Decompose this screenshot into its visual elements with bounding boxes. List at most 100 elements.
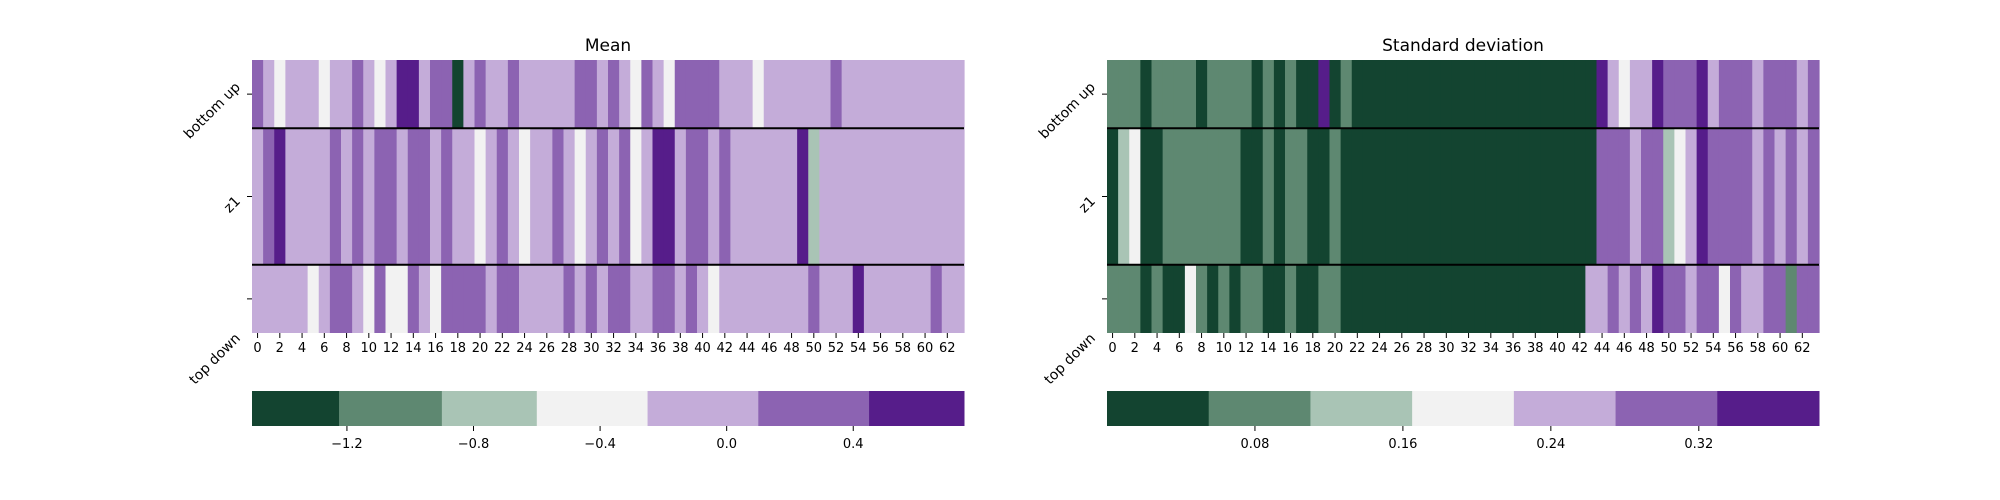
std-cell bbox=[1741, 264, 1753, 333]
std-cell bbox=[1173, 128, 1186, 265]
std-cell bbox=[1273, 264, 1286, 333]
mean-cell bbox=[608, 264, 620, 333]
mean-x-tick-label: 52 bbox=[828, 341, 845, 356]
std-cell bbox=[1607, 128, 1620, 265]
mean-cell bbox=[519, 264, 531, 333]
mean-cell bbox=[663, 60, 676, 129]
std-cell bbox=[1707, 128, 1720, 265]
mean-cell bbox=[763, 60, 776, 129]
std-cell bbox=[1251, 264, 1264, 333]
std-x-tick-label: 28 bbox=[1416, 341, 1433, 356]
mean-cell bbox=[463, 264, 476, 333]
mean-colorbar-segment bbox=[252, 391, 340, 426]
std-cell bbox=[1351, 264, 1364, 333]
std-x-tick-label: 24 bbox=[1371, 341, 1388, 356]
std-cell bbox=[1418, 128, 1431, 265]
mean-cell bbox=[897, 60, 909, 129]
std-cell bbox=[1752, 128, 1764, 265]
mean-cell bbox=[563, 60, 576, 129]
std-cell bbox=[1207, 60, 1219, 129]
mean-cell bbox=[430, 60, 442, 129]
mean-cell bbox=[619, 128, 631, 265]
mean-cell bbox=[919, 128, 932, 265]
mean-cell bbox=[496, 128, 509, 265]
mean-cell bbox=[797, 264, 809, 333]
std-cell bbox=[1396, 128, 1408, 265]
std-cell bbox=[1107, 60, 1119, 129]
mean-cell bbox=[263, 128, 275, 265]
mean-cell bbox=[897, 128, 909, 265]
std-colorbar-tick-label: 0.32 bbox=[1684, 437, 1713, 452]
mean-cell bbox=[841, 60, 854, 129]
mean-cell bbox=[730, 128, 743, 265]
mean-cell bbox=[485, 264, 498, 333]
std-cell bbox=[1451, 264, 1464, 333]
mean-cell bbox=[674, 128, 687, 265]
std-cell bbox=[1796, 264, 1809, 333]
std-cell bbox=[1329, 60, 1342, 129]
mean-cell bbox=[430, 128, 442, 265]
mean-cell bbox=[719, 128, 731, 265]
std-cell bbox=[1229, 60, 1242, 129]
mean-cell bbox=[329, 60, 342, 129]
mean-cell bbox=[930, 60, 943, 129]
mean-cell bbox=[652, 264, 665, 333]
mean-cell bbox=[596, 128, 609, 265]
std-cell bbox=[1218, 60, 1230, 129]
mean-colorbar-tick-label: −0.8 bbox=[458, 437, 490, 452]
std-cell bbox=[1184, 60, 1197, 129]
std-cell bbox=[1496, 60, 1509, 129]
std-cell bbox=[1496, 128, 1509, 265]
mean-title: Mean bbox=[585, 36, 631, 56]
std-cell bbox=[1730, 60, 1742, 129]
std-cell bbox=[1240, 264, 1253, 333]
std-cell bbox=[1140, 264, 1153, 333]
std-cell bbox=[1607, 264, 1620, 333]
mean-cell bbox=[441, 60, 453, 129]
mean-cell bbox=[385, 60, 398, 129]
mean-cell bbox=[552, 128, 565, 265]
mean-colorbar-tick-label: 0.0 bbox=[716, 437, 737, 452]
std-cell bbox=[1129, 60, 1141, 129]
std-cell bbox=[1674, 60, 1687, 129]
std-cell bbox=[1118, 60, 1130, 129]
mean-cell bbox=[774, 60, 787, 129]
std-cell bbox=[1196, 264, 1208, 333]
mean-cell bbox=[841, 264, 854, 333]
std-cell bbox=[1262, 60, 1275, 129]
mean-colorbar-segment bbox=[536, 391, 649, 426]
mean-cell bbox=[797, 128, 809, 265]
std-cell bbox=[1552, 60, 1564, 129]
std-cell bbox=[1451, 128, 1464, 265]
mean-cell bbox=[630, 128, 642, 265]
mean-colorbar-tick-label: −1.2 bbox=[331, 437, 363, 452]
std-cell bbox=[1696, 264, 1709, 333]
std-cell bbox=[1807, 128, 1820, 265]
mean-cell bbox=[496, 264, 509, 333]
std-x-axis: 0 2 4 6 8 10 12 14 16 18 20 22 24 26 28 30 32 34 36 38 40 42 4… bbox=[1108, 333, 1811, 356]
mean-cell bbox=[341, 264, 353, 333]
mean-cell bbox=[585, 128, 598, 265]
mean-cell bbox=[285, 128, 298, 265]
std-cell bbox=[1196, 60, 1208, 129]
mean-cell bbox=[485, 128, 498, 265]
std-cell bbox=[1663, 60, 1675, 129]
mean-cell bbox=[774, 128, 787, 265]
mean-cell bbox=[875, 264, 887, 333]
std-cell bbox=[1718, 264, 1731, 333]
std-cell bbox=[1652, 128, 1664, 265]
mean-cell bbox=[296, 60, 309, 129]
std-cell bbox=[1329, 128, 1342, 265]
mean-cell bbox=[441, 128, 453, 265]
mean-cell bbox=[852, 60, 865, 129]
std-colorbar-tick-label: 0.08 bbox=[1240, 437, 1269, 452]
std-cell bbox=[1385, 60, 1397, 129]
std-x-tick-label: 34 bbox=[1483, 341, 1500, 356]
std-cell bbox=[1585, 60, 1598, 129]
std-cell bbox=[1785, 264, 1798, 333]
mean-cell bbox=[663, 264, 676, 333]
std-cell bbox=[1540, 264, 1553, 333]
mean-cell bbox=[374, 264, 387, 333]
mean-cell bbox=[908, 128, 921, 265]
mean-cell bbox=[708, 264, 720, 333]
